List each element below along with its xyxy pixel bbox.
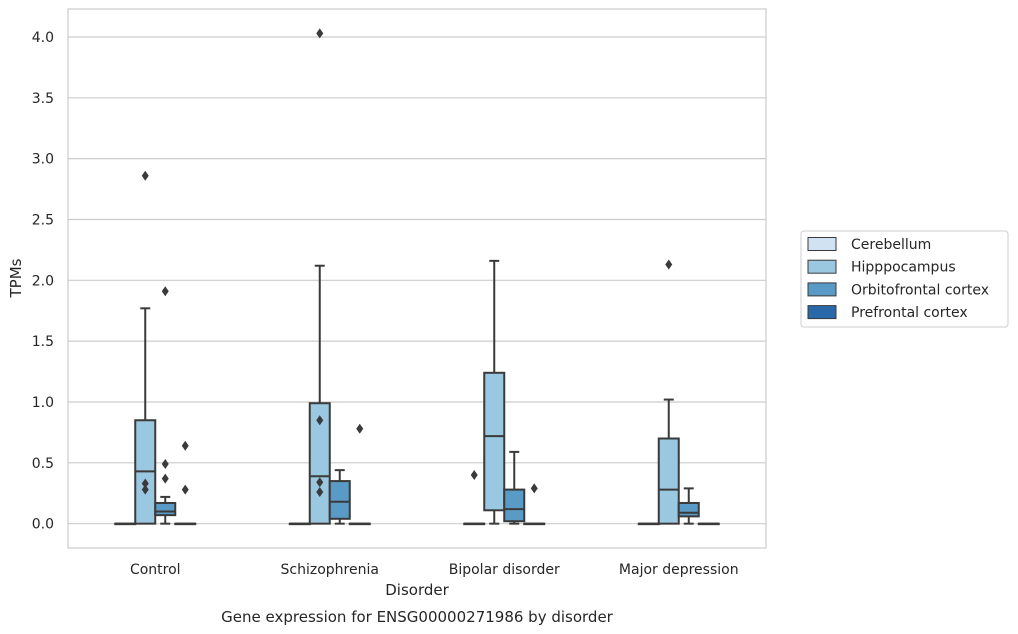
x-tick-label: Control [130, 562, 181, 578]
y-tick-label: 4.0 [32, 30, 54, 46]
x-tick-label: Major depression [619, 562, 739, 578]
plot-frame [67, 8, 767, 549]
outlier-point [141, 478, 149, 489]
box-orbitofrontal-cortex [503, 450, 526, 525]
box-body [657, 437, 680, 525]
outlier-point [470, 469, 478, 480]
box-body [483, 371, 506, 512]
boxes [114, 28, 720, 526]
y-tick-label: 2.5 [32, 212, 54, 228]
outlier-point [316, 487, 324, 498]
legend-label: Orbitofrontal cortex [851, 282, 989, 298]
box-prefrontal-cortex [697, 522, 720, 526]
box-body [308, 402, 331, 525]
box-cerebellum [288, 522, 311, 526]
outlier-point [161, 459, 169, 470]
outlier-point [316, 28, 324, 39]
legend: Cerebellum Hipppocampus Orbitofrontal cort… [800, 230, 1009, 328]
y-tick-label: 0.5 [32, 456, 54, 472]
box-cerebellum [114, 522, 137, 526]
y-tick-label: 1.0 [32, 395, 54, 411]
box-body [328, 480, 351, 520]
y-tick-label: 3.0 [32, 152, 54, 168]
y-tick-label: 0.0 [32, 517, 54, 533]
x-tick-label: Schizophrenia [281, 562, 379, 578]
box-prefrontal-cortex [523, 483, 546, 526]
y-tick-label: 3.5 [32, 91, 54, 107]
x-tick-label: Bipolar disorder [449, 562, 560, 578]
box-cerebellum [637, 522, 660, 526]
outlier-point [356, 423, 364, 434]
y-axis-ticks: 0.0 0.5 1.0 1.5 2.0 2.5 3.0 3.5 4.0 [32, 30, 54, 533]
legend-swatch [807, 237, 837, 251]
outlier-point [316, 415, 324, 426]
x-axis-title: Disorder [385, 581, 449, 599]
plot-area [68, 9, 766, 548]
outlier-point [141, 170, 149, 181]
box-body [154, 501, 177, 517]
x-axis-ticks: Control Schizophrenia Bipolar disorder Majo… [130, 562, 739, 578]
legend-label: Cerebellum [851, 237, 931, 253]
box-orbitofrontal-cortex [154, 286, 177, 525]
box-prefrontal-cortex [348, 423, 371, 526]
outlier-point [181, 440, 189, 451]
box-hipppocampus [657, 259, 680, 525]
outlier-point [161, 286, 169, 297]
outlier-point [181, 484, 189, 495]
box-body [677, 501, 700, 518]
legend-swatch [807, 282, 837, 297]
chart-caption: Gene expression for ENSG00000271986 by d… [221, 608, 614, 626]
box-prefrontal-cortex [174, 440, 197, 526]
legend-frame [800, 230, 1009, 328]
y-tick-label: 2.0 [32, 273, 54, 289]
outlier-point [316, 477, 324, 488]
legend-label: Prefrontal cortex [851, 305, 968, 321]
box-orbitofrontal-cortex [328, 469, 351, 525]
outlier-point [161, 473, 169, 484]
legend-swatch [807, 305, 837, 320]
box-orbitofrontal-cortex [677, 487, 700, 525]
legend-label: Hipppocampus [851, 260, 956, 276]
outlier-point [530, 483, 538, 494]
box-cerebellum [463, 469, 486, 526]
outlier-point [141, 484, 149, 495]
y-axis-title: TPMs [7, 258, 25, 298]
box-hipppocampus [308, 28, 331, 525]
box-hipppocampus [134, 170, 157, 525]
y-tick-label: 1.5 [32, 334, 54, 350]
box-body [503, 488, 526, 523]
box-hipppocampus [483, 259, 506, 525]
legend-swatch [807, 259, 837, 274]
outlier-point [665, 259, 673, 270]
